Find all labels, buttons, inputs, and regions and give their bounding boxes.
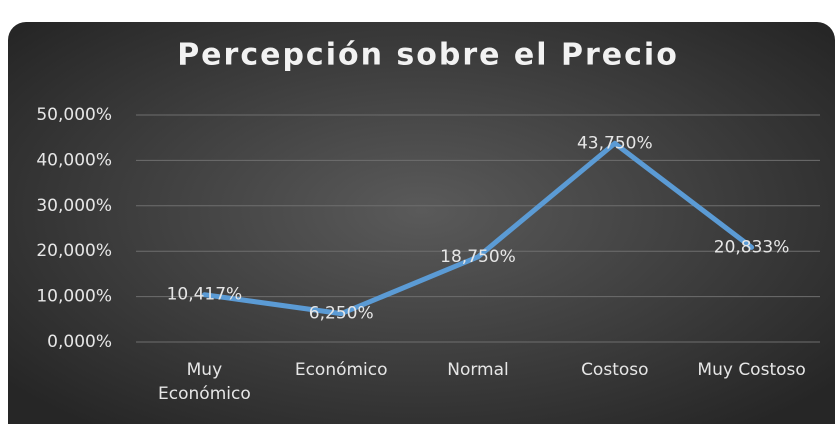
x-tick-label: Costoso — [581, 360, 649, 380]
y-tick-label: 40,000% — [36, 150, 112, 170]
chart-background — [8, 22, 835, 424]
data-label: 18,750% — [440, 247, 516, 267]
y-tick-label: 50,000% — [36, 105, 112, 125]
x-tick-label: Muy Económico — [158, 360, 251, 404]
x-tick-label: Muy Costoso — [697, 360, 806, 380]
line — [201, 140, 755, 317]
chart-title: Percepción sobre el Precio — [177, 38, 679, 73]
data-label: 20,833% — [714, 237, 790, 257]
y-tick-label: 30,000% — [36, 196, 112, 216]
data-label: 43,750% — [577, 133, 653, 153]
x-tick-label: Normal — [447, 360, 509, 380]
data-label: 6,250% — [309, 304, 374, 324]
y-tick-label: 10,000% — [36, 287, 112, 307]
x-tick-label: Económico — [294, 360, 388, 380]
y-tick-label: 0,000% — [47, 332, 112, 352]
data-label: 10,417% — [167, 285, 243, 305]
y-tick-label: 20,000% — [36, 241, 112, 261]
